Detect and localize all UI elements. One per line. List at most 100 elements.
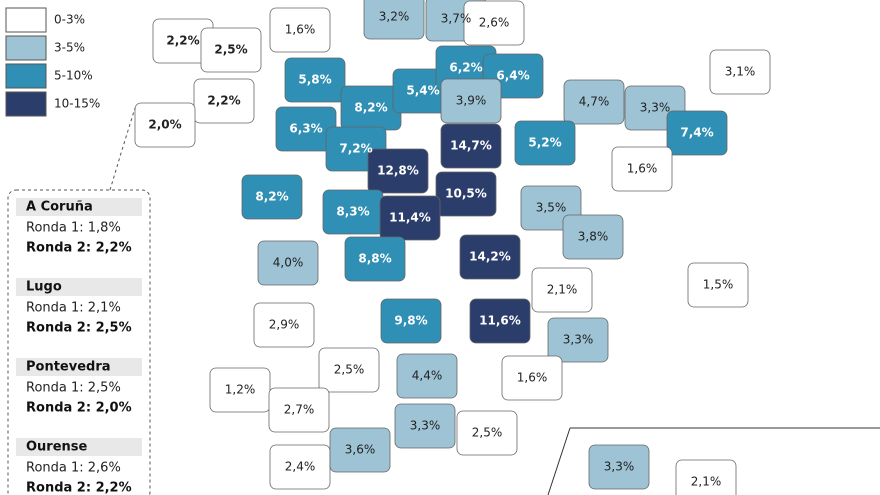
leader-line	[109, 107, 136, 191]
province	[514, 120, 576, 166]
province-label: 1,6%	[627, 162, 658, 176]
province-label: 4,0%	[273, 256, 304, 270]
province-label: 5,8%	[298, 73, 331, 87]
panel-entries: A Coruña Ronda 1: 1,8% Ronda 2: 2,2% Lugo Ro…	[16, 198, 142, 495]
province-label: 6,4%	[496, 69, 529, 83]
panel-round2: Ronda 2: 2,2%	[26, 241, 132, 256]
province	[200, 27, 262, 73]
province-label: 5,4%	[406, 84, 439, 98]
province-label: 3,9%	[456, 94, 487, 108]
province-label: 2,6%	[479, 16, 510, 30]
province	[269, 7, 331, 53]
panel-name: Ourense	[26, 440, 88, 455]
panel-header	[16, 198, 142, 216]
province	[547, 317, 609, 363]
province-label: 2,2%	[166, 34, 199, 48]
legend-swatch	[5, 63, 47, 89]
panel-round2: Ronda 2: 2,5%	[26, 321, 132, 336]
province-label: 1,6%	[517, 371, 548, 385]
province-label: 8,2%	[255, 190, 288, 204]
panel-name: A Coruña	[26, 200, 93, 215]
panel-header	[16, 438, 142, 456]
province	[318, 347, 380, 393]
province-label: 3,6%	[345, 443, 376, 457]
province-label: 2,5%	[472, 426, 503, 440]
province-label: 3,3%	[604, 460, 635, 474]
province-label: 5,2%	[528, 136, 561, 150]
legend-swatch	[5, 7, 47, 33]
province-label: 7,4%	[680, 126, 713, 140]
province-label: 2,5%	[214, 43, 247, 57]
province-label: 14,2%	[469, 250, 511, 264]
province	[435, 171, 497, 217]
side-panel	[7, 189, 151, 495]
province-label: 3,3%	[563, 333, 594, 347]
province	[463, 0, 525, 46]
provinces	[134, 0, 771, 495]
panel-round1: Ronda 1: 2,5%	[26, 381, 121, 396]
province	[134, 102, 196, 148]
province-label: 2,9%	[269, 318, 300, 332]
province	[363, 0, 425, 40]
province-label: 8,8%	[358, 252, 391, 266]
province-label: 4,4%	[412, 369, 443, 383]
panel-name: Lugo	[26, 280, 62, 295]
province	[193, 78, 255, 124]
province-label: 4,7%	[579, 95, 610, 109]
legend-label: 0-3%	[54, 13, 85, 27]
province	[394, 403, 456, 449]
province	[284, 57, 346, 103]
province	[675, 459, 737, 495]
province	[611, 146, 673, 192]
province	[588, 444, 650, 490]
province-label: 7,2%	[339, 142, 372, 156]
province-label: 8,3%	[336, 205, 369, 219]
province	[531, 267, 593, 313]
province-label: 2,1%	[547, 283, 578, 297]
province	[367, 148, 429, 194]
province	[666, 110, 728, 156]
province	[469, 298, 531, 344]
province-label: 3,2%	[379, 10, 410, 24]
province	[440, 78, 502, 124]
province-label: 1,2%	[225, 383, 256, 397]
province-label: 14,7%	[450, 139, 492, 153]
province	[253, 302, 315, 348]
panel-round1: Ronda 1: 1,8%	[26, 221, 121, 236]
panel-header	[16, 278, 142, 296]
province	[329, 427, 391, 473]
legend-swatch	[5, 35, 47, 61]
legend-swatch	[5, 91, 47, 117]
province-label: 3,3%	[410, 419, 441, 433]
province-label: 2,1%	[691, 475, 722, 489]
province-label: 2,2%	[207, 94, 240, 108]
legend-label: 10-15%	[54, 97, 100, 111]
province	[562, 214, 624, 260]
province-label: 3,7%	[441, 12, 472, 26]
province	[563, 79, 625, 125]
province-label: 2,0%	[148, 118, 181, 132]
province-label: 2,5%	[334, 363, 365, 377]
province-label: 11,6%	[479, 314, 521, 328]
legend-label: 3-5%	[54, 41, 85, 55]
province-label: 3,3%	[640, 101, 671, 115]
province-label: 3,8%	[578, 230, 609, 244]
panel-header	[16, 358, 142, 376]
province	[268, 387, 330, 433]
province-label: 10,5%	[445, 187, 487, 201]
province-label: 6,3%	[289, 122, 322, 136]
province	[459, 234, 521, 280]
province	[257, 240, 319, 286]
province	[501, 355, 563, 401]
legend-label: 5-10%	[54, 69, 93, 83]
province-labels: 2,2% 2,5% 2,2% 2,0% 1,6% 3,2% 3,7% 2,6% 5,8% 8,2%…	[148, 10, 755, 489]
canary-frame	[547, 427, 571, 495]
panel-round2: Ronda 2: 2,2%	[26, 481, 132, 495]
panel-round1: Ronda 1: 2,6%	[26, 461, 121, 476]
province	[241, 174, 303, 220]
legend: 0-3% 3-5% 5-10% 10-15%	[5, 7, 100, 117]
province	[380, 298, 442, 344]
province	[396, 353, 458, 399]
panel-round2: Ronda 2: 2,0%	[26, 401, 132, 416]
